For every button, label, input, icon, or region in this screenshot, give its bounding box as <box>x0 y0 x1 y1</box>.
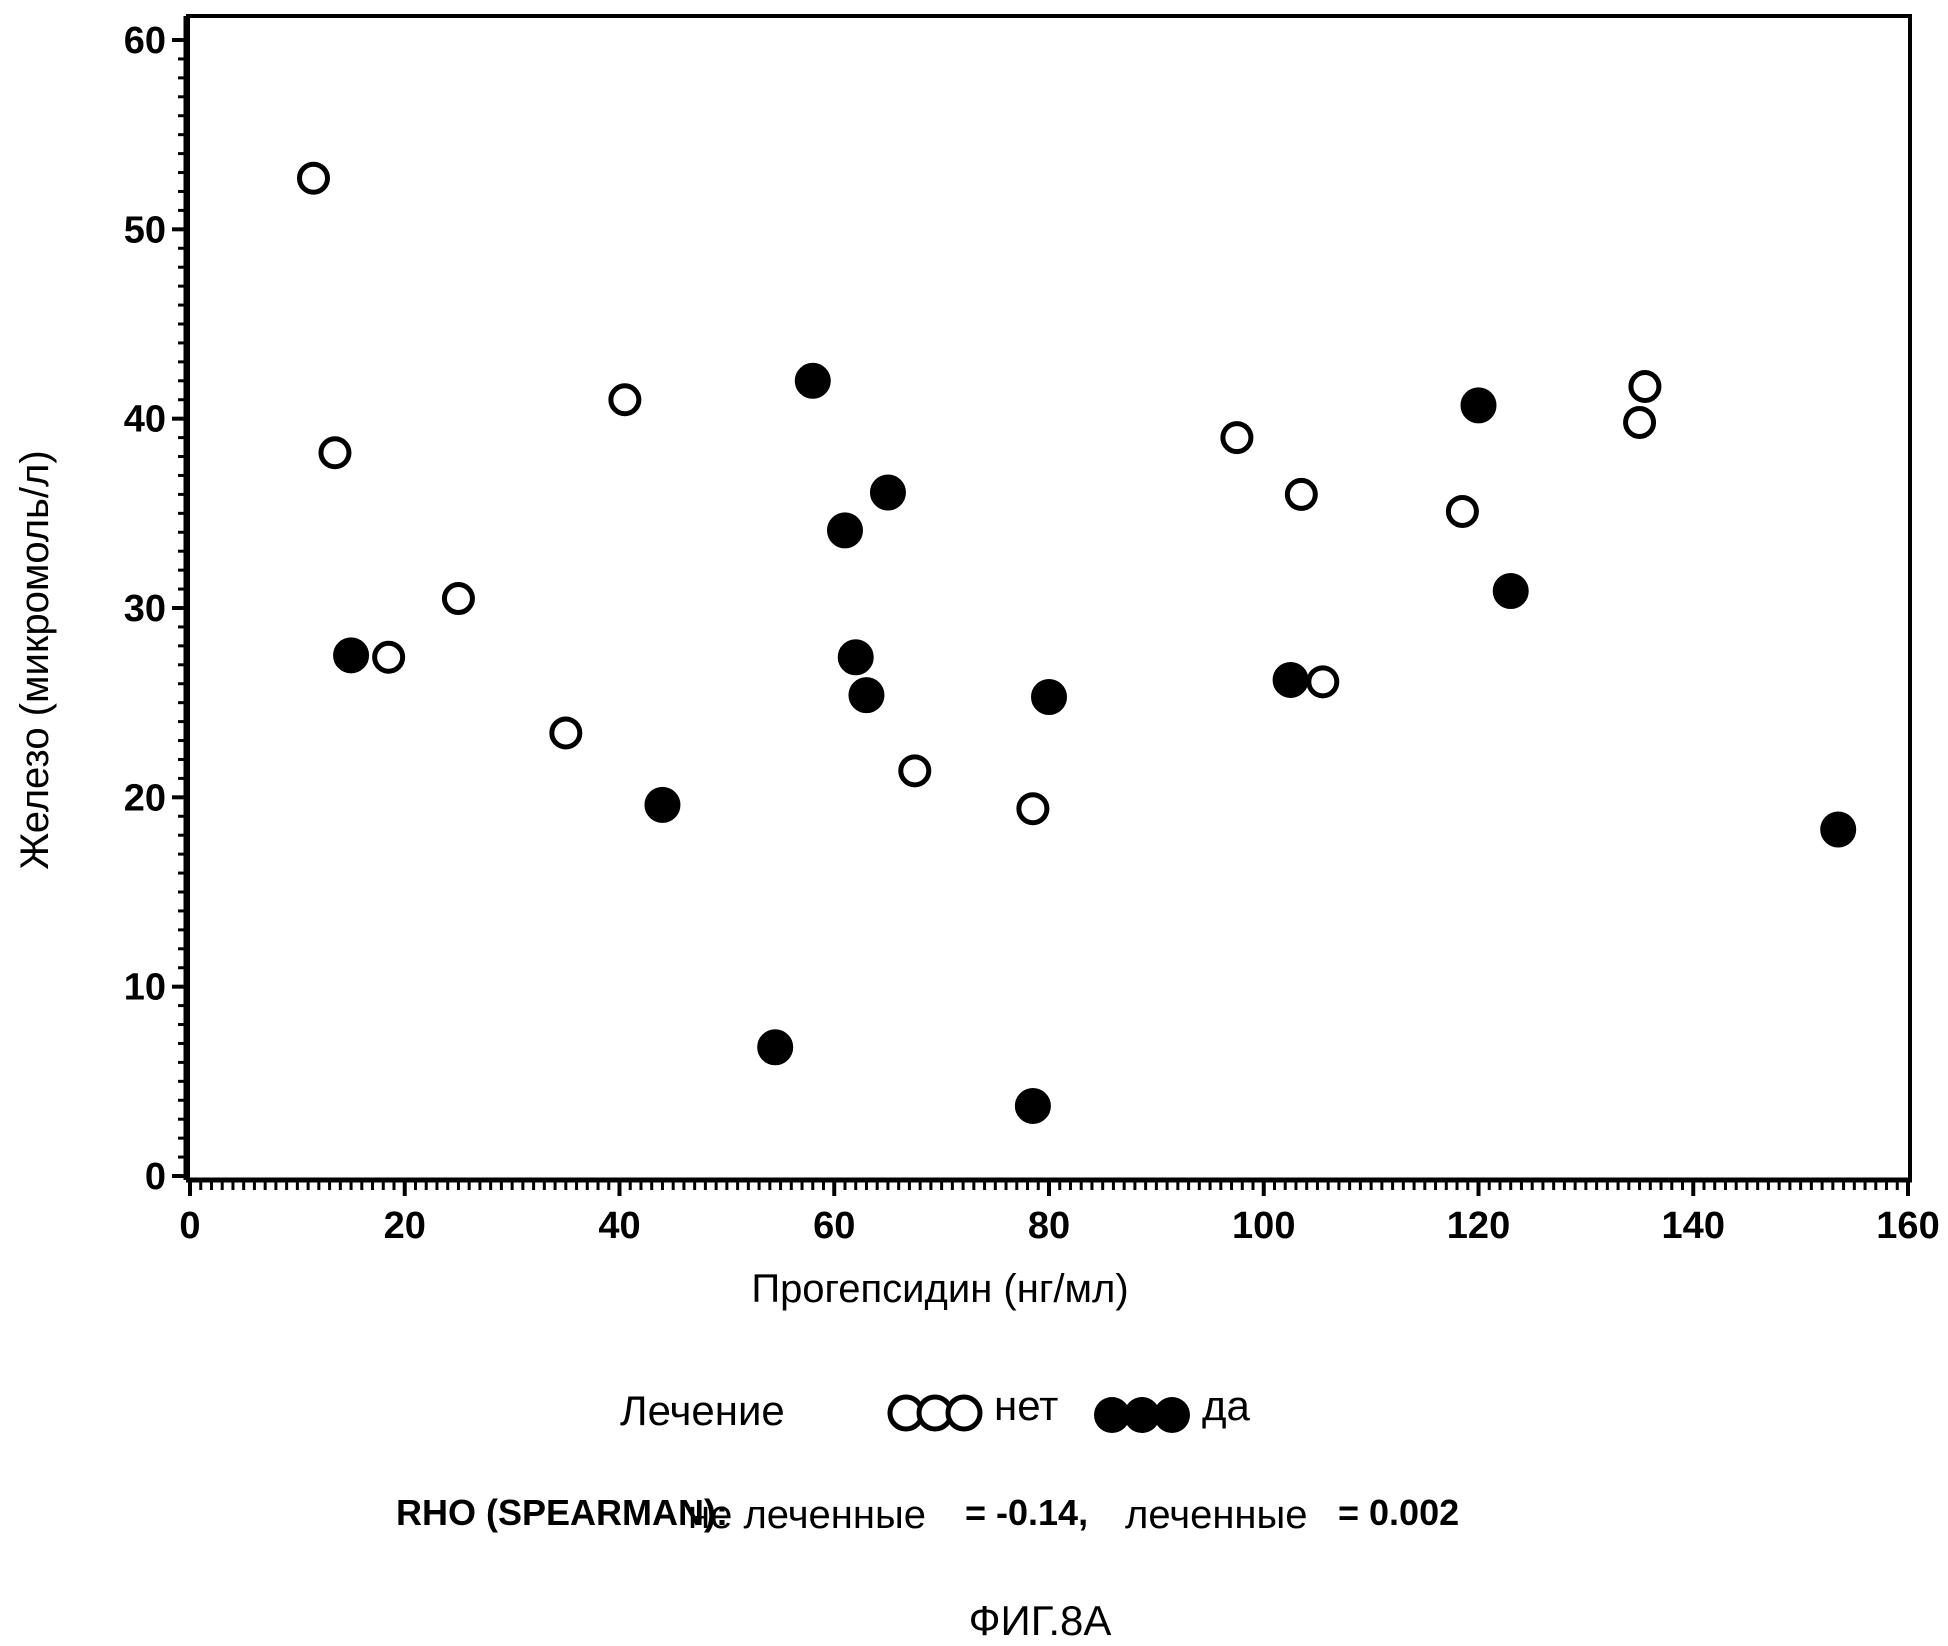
data-point-untreated <box>1019 795 1047 823</box>
data-point-treated <box>758 1030 792 1064</box>
data-point-untreated <box>1223 424 1251 452</box>
data-point-treated <box>849 678 883 712</box>
y-tick-label: 40 <box>124 399 166 441</box>
y-tick-label: 30 <box>124 588 166 630</box>
x-axis-title: Прогепсидин (нг/мл) <box>751 1267 1128 1311</box>
x-tick-label: 120 <box>1447 1205 1510 1247</box>
data-point-treated <box>645 788 679 822</box>
data-point-untreated <box>321 439 349 467</box>
legend-open-circle-icon <box>948 1397 980 1429</box>
x-tick-label: 140 <box>1662 1205 1725 1247</box>
x-tick-label: 0 <box>179 1205 200 1247</box>
y-tick-label: 60 <box>124 20 166 62</box>
legend-title: Лечение <box>620 1387 785 1434</box>
y-tick-label: 20 <box>124 777 166 819</box>
data-points <box>299 164 1855 1123</box>
y-axis: 0 10 20 30 40 50 60 <box>124 16 186 1198</box>
y-tick-label: 0 <box>145 1156 166 1198</box>
x-tick-label: 20 <box>384 1205 426 1247</box>
data-point-untreated <box>611 386 639 414</box>
y-axis-title: Железо (микромоль/л) <box>13 450 57 869</box>
spearman-untreated-value: = -0.14, <box>965 1492 1088 1533</box>
legend-label-untreated: нет <box>994 1382 1058 1429</box>
data-point-treated <box>839 640 873 674</box>
x-tick-label: 60 <box>813 1205 855 1247</box>
data-point-untreated <box>375 643 403 671</box>
spearman-untreated-label: не леченные <box>688 1493 926 1537</box>
data-point-treated <box>796 364 830 398</box>
x-tick-label: 80 <box>1028 1205 1070 1247</box>
data-point-treated <box>1032 680 1066 714</box>
data-point-treated <box>828 513 862 547</box>
x-axis: 0 20 40 60 80 100 120 140 160 <box>179 1180 1939 1247</box>
legend: Лечение нет да <box>620 1382 1251 1434</box>
spearman-treated-label: леченные <box>1125 1493 1308 1537</box>
y-tick-label: 10 <box>124 967 166 1009</box>
x-tick-label: 160 <box>1876 1205 1939 1247</box>
x-tick-label: 40 <box>598 1205 640 1247</box>
x-tick-label: 100 <box>1232 1205 1295 1247</box>
data-point-treated <box>1821 813 1855 847</box>
legend-filled-circle-icon <box>1154 1397 1190 1433</box>
data-point-untreated <box>1626 408 1654 436</box>
data-point-treated <box>1274 663 1308 697</box>
legend-marker-open-circles <box>890 1397 980 1429</box>
spearman-label: RHO (SPEARMAN): <box>396 1492 728 1533</box>
figure-caption: ФИГ.8А <box>969 1597 1112 1644</box>
spearman-treated-value: = 0.002 <box>1338 1492 1459 1533</box>
data-point-treated <box>334 638 368 672</box>
data-point-treated <box>1016 1089 1050 1123</box>
data-point-untreated <box>1631 372 1659 400</box>
data-point-treated <box>871 476 905 510</box>
data-point-untreated <box>1448 497 1476 525</box>
spearman-annotation: RHO (SPEARMAN): не леченные = -0.14, леч… <box>396 1492 1459 1537</box>
data-point-untreated <box>1287 480 1315 508</box>
legend-label-treated: да <box>1202 1382 1251 1429</box>
y-tick-label: 50 <box>124 209 166 251</box>
data-point-untreated <box>1309 668 1337 696</box>
data-point-untreated <box>552 719 580 747</box>
legend-marker-filled-circles <box>1094 1397 1190 1433</box>
data-point-untreated <box>444 585 472 613</box>
data-point-untreated <box>299 164 327 192</box>
data-point-treated <box>1494 574 1528 608</box>
data-point-treated <box>1462 388 1496 422</box>
data-point-untreated <box>901 757 929 785</box>
